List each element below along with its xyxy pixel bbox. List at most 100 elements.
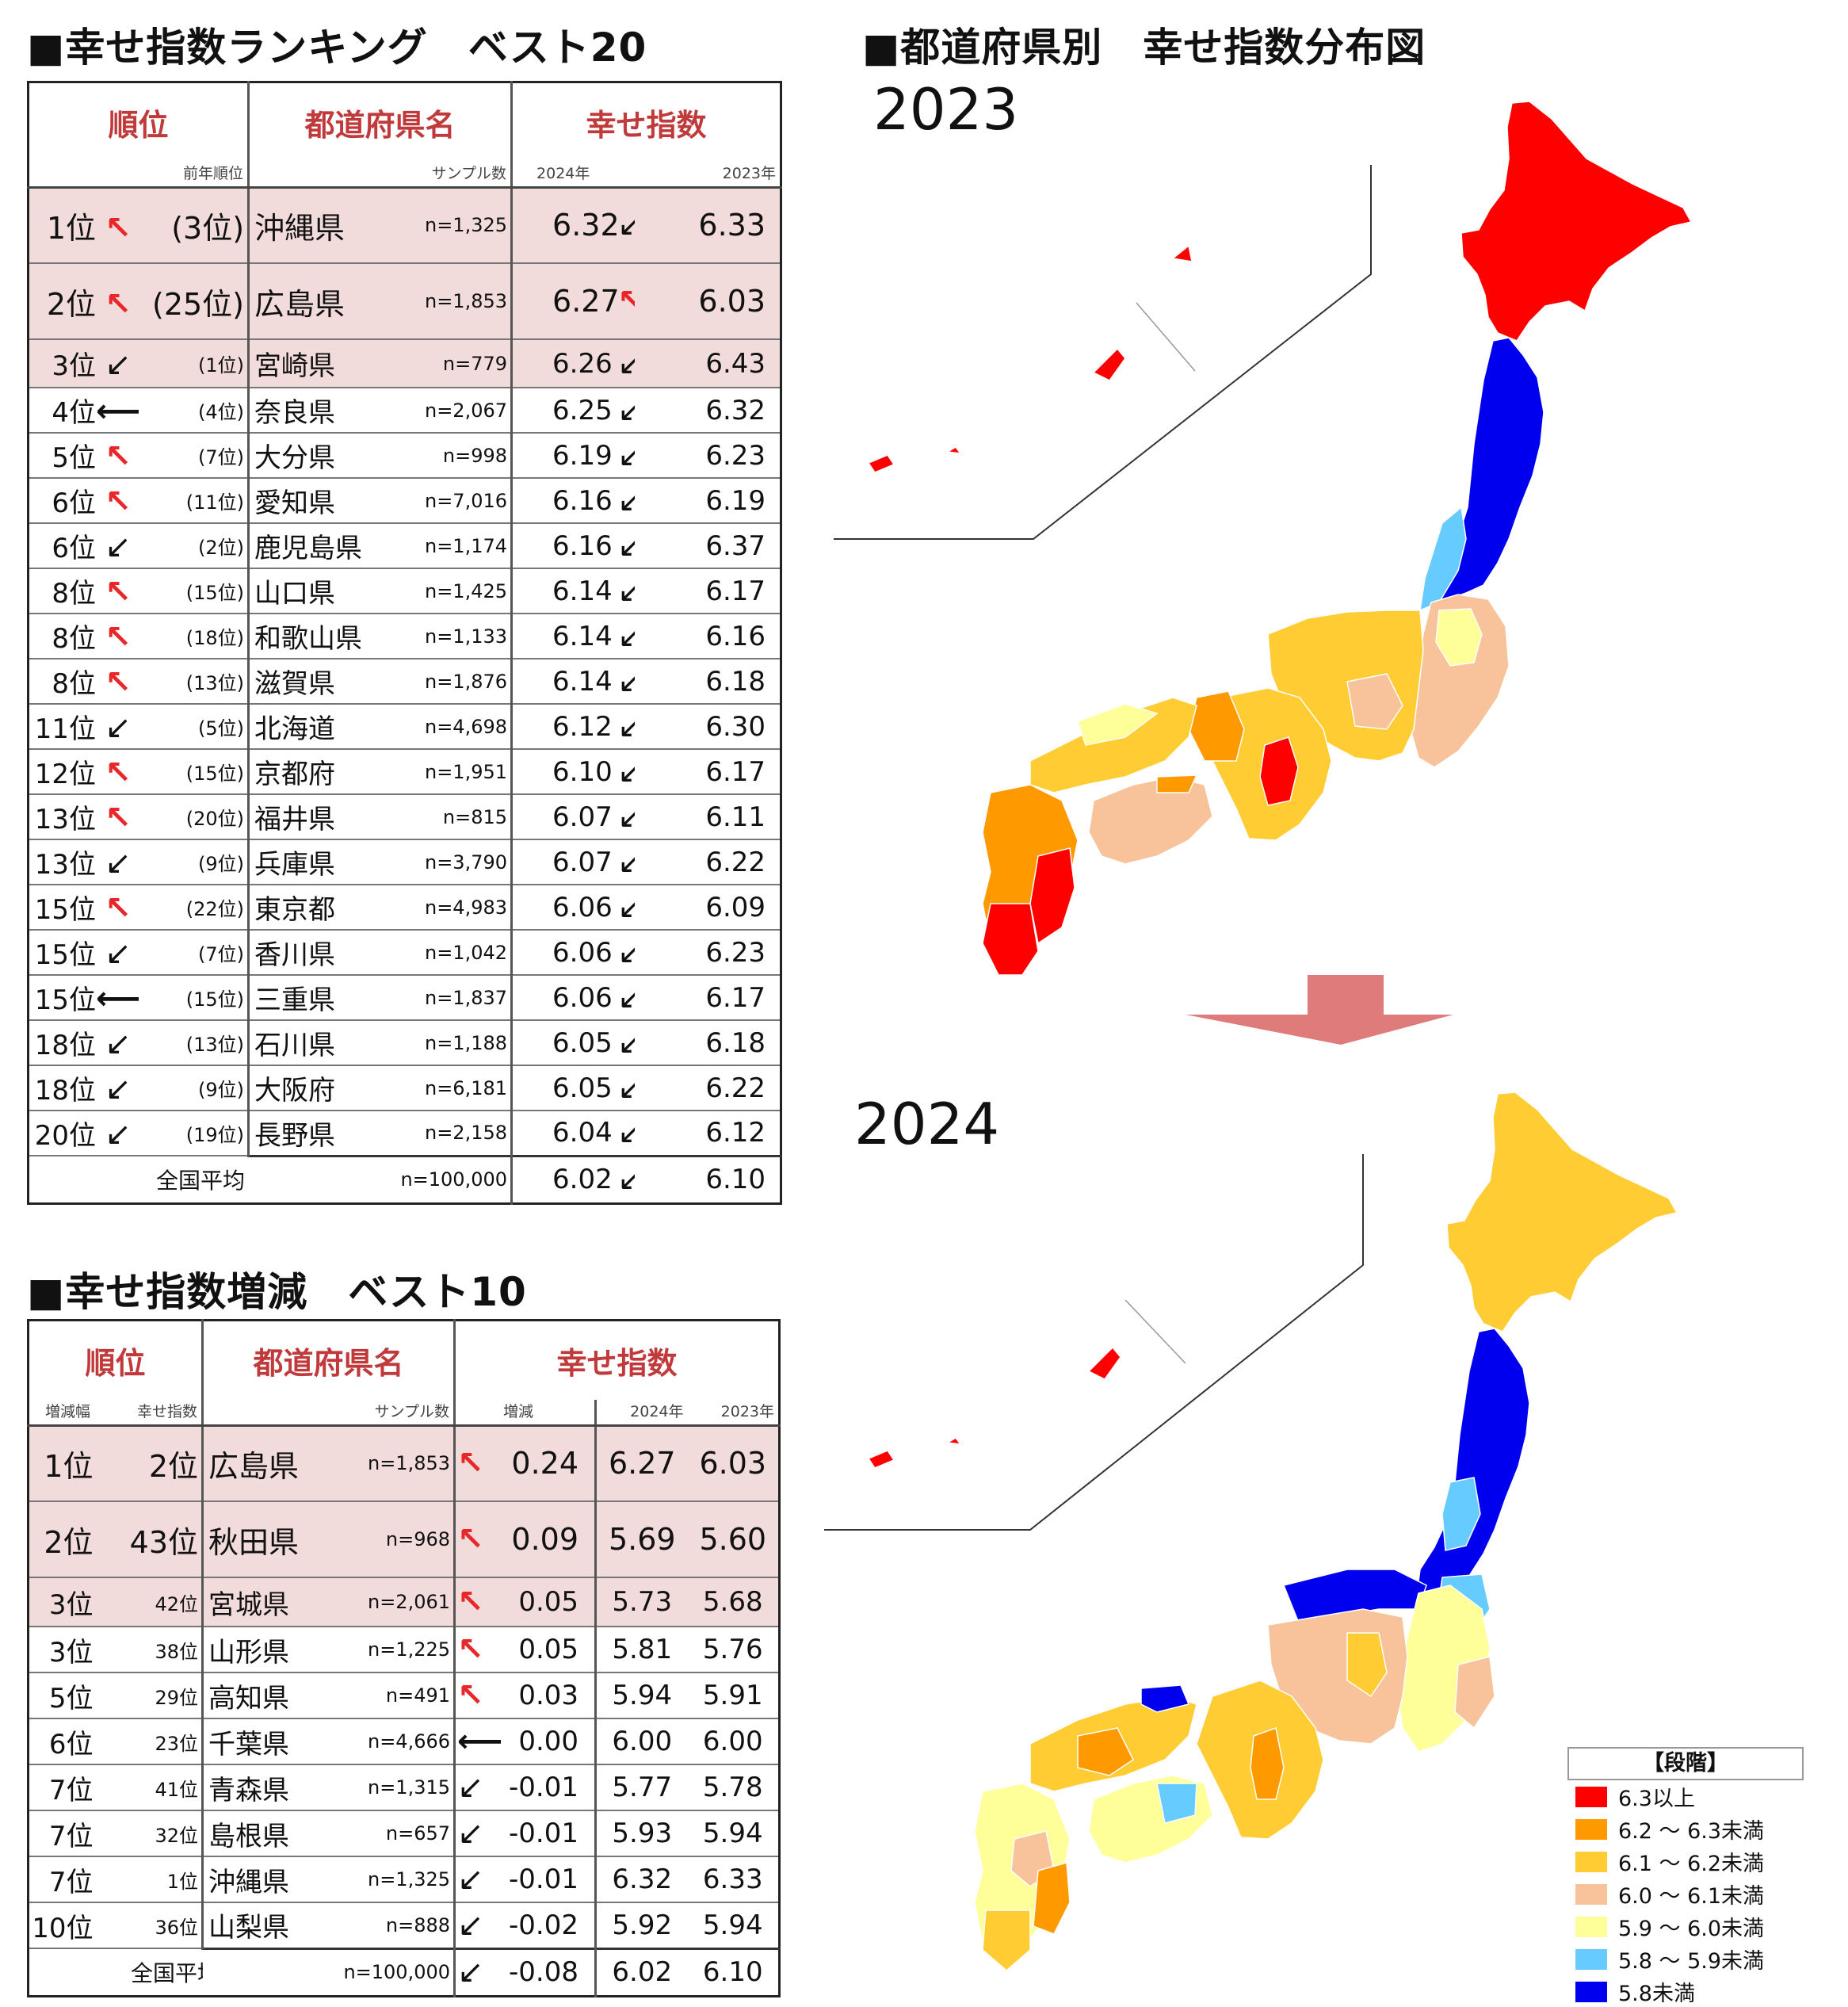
prev-rank-cell: (15位): [138, 975, 250, 1021]
prefecture-header: 都道府県名: [248, 82, 514, 162]
prev-rank-cell: (18位): [138, 614, 250, 659]
legend-label: 6.0 ～ 6.1未満: [1618, 1884, 1765, 1909]
kanto-2024: [1397, 1585, 1491, 1753]
score-2023-cell: 6.17: [634, 975, 781, 1021]
score-rank-cell: 23位: [115, 1718, 204, 1765]
prefecture-cell: 宮城県 n=2,061: [202, 1577, 456, 1627]
delta-cell: ⟵ 0.00: [454, 1718, 598, 1765]
rank-value: 15位: [34, 984, 96, 1016]
prefecture-name: 沖縄県: [254, 210, 346, 246]
rank-value: 11位: [34, 713, 96, 745]
score-2024-cell: 5.69: [595, 1501, 688, 1578]
down-arrow-icon: ↙: [457, 1769, 484, 1806]
y2023-subheader: 2023年: [634, 161, 781, 189]
prefecture-name: 広島県: [208, 1448, 300, 1484]
rank-cell: 2位: [28, 1501, 116, 1578]
score-2024-cell: 6.26↙: [511, 339, 635, 388]
happiness-change-table: 順位 都道府県名 幸せ指数 増減幅 幸せ指数 サンプル数 増減 2024年 20…: [27, 1319, 781, 1997]
legend-swatch: [1575, 1786, 1607, 1807]
map-2024: [867, 1091, 1678, 1971]
same-arrow-icon: ⟵: [96, 981, 139, 1017]
rank-value: 18位: [34, 1075, 96, 1107]
sample-size: n=4,666: [367, 1730, 451, 1753]
delta-value: 0.05: [518, 1586, 579, 1618]
down-arrow-icon: ↙: [617, 1161, 635, 1198]
score-2024-cell: 6.06↙: [511, 930, 635, 976]
rank-cell: 18位 ↙: [28, 1020, 139, 1066]
table-row: 5位 29位 高知県 n=491 ↖ 0.03 5.94 5.91: [28, 1672, 780, 1719]
sample-size: n=1,853: [424, 290, 508, 312]
table-row: 10位 36位 山梨県 n=888 ↙ -0.02 5.92 5.94: [28, 1902, 780, 1949]
sample-size: n=1,225: [367, 1638, 451, 1661]
score-2024-cell: 6.05↙: [511, 1065, 635, 1111]
score-2024: 6.07: [552, 801, 613, 833]
kyushu-2023: [982, 784, 1079, 969]
prefecture-cell: 沖縄県 n=1,325: [248, 187, 514, 264]
akita-2023: [1419, 506, 1467, 612]
shimane-2023: [1077, 703, 1159, 746]
prefecture-cell: 東京都 n=4,983: [248, 885, 514, 931]
down-arrow-icon: ↙: [457, 1906, 484, 1944]
rank-value: 13位: [34, 849, 96, 881]
sample-size: n=3,790: [424, 851, 508, 874]
map-legend: 【段階】 6.3以上 6.2 ～ 6.3未満 6.1 ～ 6.2未満 6.0 ～ 6.…: [1567, 1747, 1804, 2006]
hokkaido-2023: [1460, 101, 1693, 342]
score-2024: 6.25: [552, 394, 613, 426]
same-arrow-icon: ⟵: [457, 1723, 503, 1760]
prefecture-name: 鹿児島県: [254, 533, 363, 564]
prefecture-cell: 島根県 n=657: [202, 1810, 456, 1857]
down-arrow-icon: ↙: [617, 935, 635, 971]
rank-value: 6位: [52, 487, 96, 519]
chiba-2024: [1454, 1656, 1495, 1730]
tochigi-2023: [1435, 608, 1483, 667]
change-sample-subheader: サンプル数: [202, 1399, 456, 1427]
prefecture-cell: 宮崎県 n=779: [248, 339, 514, 388]
inset-frame-2023: [834, 165, 1372, 540]
prefecture-name: 大阪府: [254, 1075, 336, 1107]
up-arrow-icon: ↖: [457, 1521, 484, 1558]
average-label: 全国平均: [156, 1167, 246, 1194]
score-2024-cell: 6.16↙: [511, 478, 635, 524]
score-2024-cell: 6.05↙: [511, 1020, 635, 1066]
kinki-2024: [1196, 1680, 1324, 1840]
score-2023-cell: 6.22: [634, 1065, 781, 1111]
down-arrow-icon: ↙: [105, 346, 132, 383]
score-rank-cell: 32位: [115, 1810, 204, 1857]
score-2023-cell: 5.68: [687, 1577, 780, 1627]
rank-cell: 20位 ↙: [28, 1111, 139, 1156]
prefecture-name: 長野県: [254, 1119, 336, 1152]
fukushima-2024: [1437, 1573, 1491, 1634]
score-2024-cell: 6.27↖: [511, 263, 635, 340]
legend-swatch: [1575, 1818, 1607, 1840]
kumamoto-2024: [1010, 1830, 1055, 1887]
table-row: 3位 42位 宮城県 n=2,061 ↖ 0.05 5.73 5.68: [28, 1577, 780, 1627]
prev-rank-cell: (9位): [138, 1065, 250, 1111]
nagano-2024: [1346, 1632, 1388, 1698]
score-2024: 6.16: [552, 484, 613, 517]
score-2024-cell: 6.04↙: [511, 1111, 635, 1156]
rank-cell: 3位: [28, 1577, 116, 1627]
score-2023-cell: 5.76: [687, 1627, 780, 1673]
score-2023-cell: 6.11: [634, 794, 781, 840]
down-arrow-icon: ↙: [617, 709, 635, 745]
same-arrow-icon: ⟵: [96, 393, 139, 430]
rank-cell: 1位 ↖: [28, 187, 139, 264]
rank-value: 5位: [52, 442, 96, 474]
rank-value: 15位: [34, 894, 96, 926]
up-arrow-icon: ↖: [105, 484, 132, 520]
average-label-cell: 全国平均: [29, 1948, 203, 1996]
average-delta-cell: ↙ -0.08: [454, 1947, 598, 1997]
up-arrow-icon: ↖: [105, 664, 132, 701]
prefecture-cell: 長野県 n=2,158: [248, 1111, 514, 1156]
score-2023-cell: 6.22: [634, 839, 781, 885]
score-2024-cell: 6.00: [595, 1718, 688, 1765]
nara-2024: [1250, 1727, 1285, 1800]
rank-cell: 18位 ↙: [28, 1065, 139, 1111]
inset-divider-2024: [1124, 1299, 1186, 1364]
table-row: 6位 23位 千葉県 n=4,666 ⟵ 0.00 6.00 6.00: [28, 1718, 780, 1765]
